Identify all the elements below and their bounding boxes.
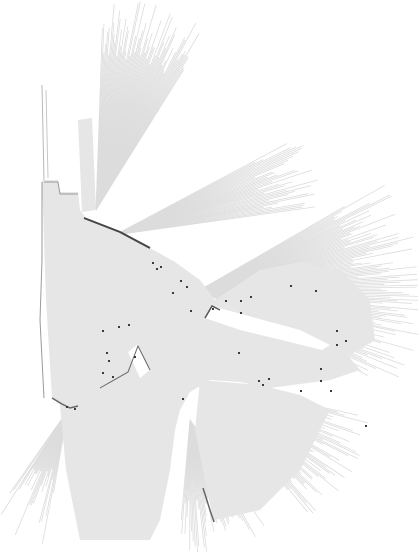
obstacle-point: [118, 326, 120, 328]
free-space-right: [215, 262, 375, 355]
obstacle-point: [152, 262, 154, 264]
obstacle-point: [315, 290, 317, 292]
free-space-main: [42, 180, 360, 540]
free-space: [42, 118, 375, 540]
wall-left-edge: [39, 182, 45, 399]
obstacle-point: [108, 360, 110, 362]
wall-pillar-1: [41, 84, 45, 181]
obstacle-point: [112, 376, 114, 378]
obstacle-point: [345, 340, 347, 342]
obstacle-point: [336, 330, 338, 332]
obstacle-point: [186, 286, 188, 288]
obstacle-point: [268, 378, 270, 380]
wall-left-top: [44, 181, 78, 195]
obstacle-point: [160, 266, 162, 268]
laser-ray: [9, 409, 69, 494]
unexplored-pocket: [128, 344, 150, 378]
obstacle-point: [330, 390, 332, 392]
obstacle-point: [336, 344, 338, 346]
wall-notch-edge: [204, 305, 221, 319]
wall-pillar-2: [45, 89, 49, 179]
obstacle-point: [74, 408, 76, 410]
laser-ray: [95, 69, 184, 211]
obstacle-point: [156, 268, 158, 270]
obstacle-point: [225, 300, 227, 302]
obstacle-point: [134, 356, 136, 358]
obstacle-point: [128, 324, 130, 326]
obstacle-point: [300, 390, 302, 392]
obstacle-point: [172, 292, 174, 294]
laser-ray: [180, 419, 191, 521]
wall-diagonal: [83, 217, 151, 249]
obstacle-point: [258, 380, 260, 382]
obstacle-point: [180, 280, 182, 282]
obstacle-point: [238, 352, 240, 354]
obstacle-point: [240, 312, 242, 314]
obstacle-point: [290, 285, 292, 287]
obstacle-point: [102, 330, 104, 332]
obstacle-point: [212, 308, 214, 310]
obstacle-point: [262, 384, 264, 386]
obstacle-point: [365, 425, 367, 427]
obstacle-point: [320, 380, 322, 382]
obstacle-point: [66, 406, 68, 408]
walls: [39, 84, 221, 523]
obstacle-point: [190, 310, 192, 312]
obstacle-point: [102, 372, 104, 374]
obstacle-point: [320, 368, 322, 370]
free-space-upper-corridor: [78, 118, 96, 212]
obstacles: [66, 262, 367, 427]
wall-bottom-right: [202, 487, 215, 523]
unexplored-notch: [205, 306, 330, 350]
obstacle-point: [106, 352, 108, 354]
wall-pocket-edge: [99, 344, 151, 389]
obstacle-point: [182, 398, 184, 400]
laser-ray: [114, 206, 316, 236]
free-space-lower-right: [195, 380, 330, 520]
obstacle-point: [250, 296, 252, 298]
laser-ray: [0, 409, 69, 516]
obstacle-point: [240, 300, 242, 302]
